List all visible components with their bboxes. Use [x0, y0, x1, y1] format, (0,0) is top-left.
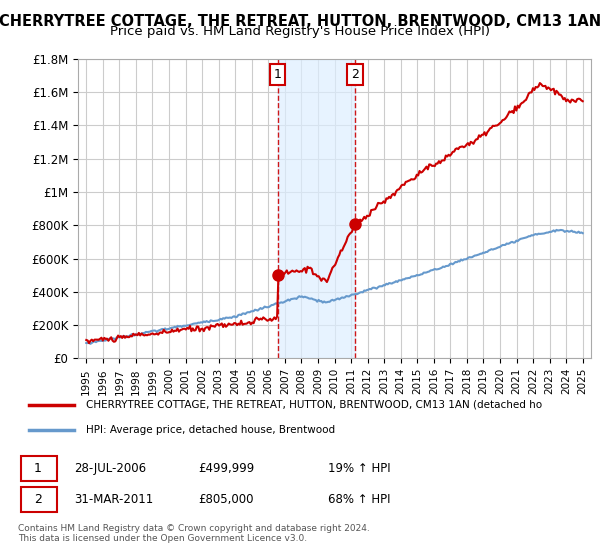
Text: 1: 1	[274, 68, 281, 81]
Text: HPI: Average price, detached house, Brentwood: HPI: Average price, detached house, Bren…	[86, 424, 335, 435]
Text: 19% ↑ HPI: 19% ↑ HPI	[328, 462, 391, 475]
Text: 2: 2	[34, 493, 41, 506]
Text: CHERRYTREE COTTAGE, THE RETREAT, HUTTON, BRENTWOOD, CM13 1AN (detached ho: CHERRYTREE COTTAGE, THE RETREAT, HUTTON,…	[86, 400, 542, 410]
Text: 1: 1	[34, 462, 41, 475]
Text: Contains HM Land Registry data © Crown copyright and database right 2024.
This d: Contains HM Land Registry data © Crown c…	[18, 524, 370, 543]
Text: Price paid vs. HM Land Registry's House Price Index (HPI): Price paid vs. HM Land Registry's House …	[110, 25, 490, 38]
Text: £805,000: £805,000	[199, 493, 254, 506]
Text: CHERRYTREE COTTAGE, THE RETREAT, HUTTON, BRENTWOOD, CM13 1AN: CHERRYTREE COTTAGE, THE RETREAT, HUTTON,…	[0, 14, 600, 29]
FancyBboxPatch shape	[21, 456, 58, 481]
Text: 31-MAR-2011: 31-MAR-2011	[74, 493, 154, 506]
Bar	[278, 59, 355, 358]
FancyBboxPatch shape	[21, 487, 58, 512]
Text: 2: 2	[351, 68, 359, 81]
Text: 28-JUL-2006: 28-JUL-2006	[74, 462, 146, 475]
Text: 68% ↑ HPI: 68% ↑ HPI	[328, 493, 391, 506]
Text: £499,999: £499,999	[199, 462, 255, 475]
